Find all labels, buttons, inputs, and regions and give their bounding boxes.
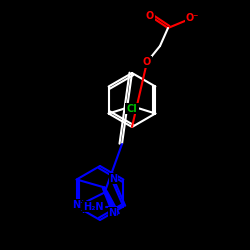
Text: O⁻: O⁻: [185, 13, 199, 23]
Text: N⁺: N⁺: [72, 200, 85, 209]
Text: O: O: [146, 11, 154, 21]
Text: N: N: [108, 208, 117, 218]
Text: N: N: [109, 174, 118, 184]
Text: H: H: [81, 206, 88, 215]
Text: Cl: Cl: [126, 104, 137, 114]
Text: Cl: Cl: [127, 104, 138, 114]
Text: H₂N: H₂N: [83, 202, 104, 211]
Text: O: O: [143, 57, 151, 67]
